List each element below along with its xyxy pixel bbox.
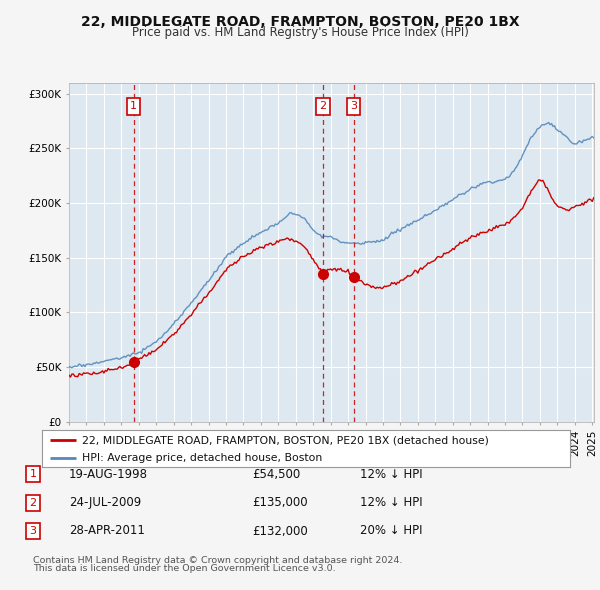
- Text: £54,500: £54,500: [252, 468, 300, 481]
- Text: This data is licensed under the Open Government Licence v3.0.: This data is licensed under the Open Gov…: [33, 565, 335, 573]
- Text: 22, MIDDLEGATE ROAD, FRAMPTON, BOSTON, PE20 1BX (detached house): 22, MIDDLEGATE ROAD, FRAMPTON, BOSTON, P…: [82, 435, 488, 445]
- Text: 2: 2: [29, 498, 37, 507]
- Text: 12% ↓ HPI: 12% ↓ HPI: [360, 496, 422, 509]
- Text: 19-AUG-1998: 19-AUG-1998: [69, 468, 148, 481]
- Text: £135,000: £135,000: [252, 496, 308, 509]
- Text: 2: 2: [319, 101, 326, 112]
- Text: 1: 1: [130, 101, 137, 112]
- Text: 3: 3: [29, 526, 37, 536]
- Text: 12% ↓ HPI: 12% ↓ HPI: [360, 468, 422, 481]
- Text: 22, MIDDLEGATE ROAD, FRAMPTON, BOSTON, PE20 1BX: 22, MIDDLEGATE ROAD, FRAMPTON, BOSTON, P…: [80, 15, 520, 30]
- Text: 1: 1: [29, 470, 37, 479]
- Text: 3: 3: [350, 101, 357, 112]
- Text: 20% ↓ HPI: 20% ↓ HPI: [360, 525, 422, 537]
- Text: 28-APR-2011: 28-APR-2011: [69, 525, 145, 537]
- Text: Contains HM Land Registry data © Crown copyright and database right 2024.: Contains HM Land Registry data © Crown c…: [33, 556, 403, 565]
- Text: 24-JUL-2009: 24-JUL-2009: [69, 496, 141, 509]
- Text: £132,000: £132,000: [252, 525, 308, 537]
- Text: HPI: Average price, detached house, Boston: HPI: Average price, detached house, Bost…: [82, 453, 322, 463]
- Text: Price paid vs. HM Land Registry's House Price Index (HPI): Price paid vs. HM Land Registry's House …: [131, 26, 469, 39]
